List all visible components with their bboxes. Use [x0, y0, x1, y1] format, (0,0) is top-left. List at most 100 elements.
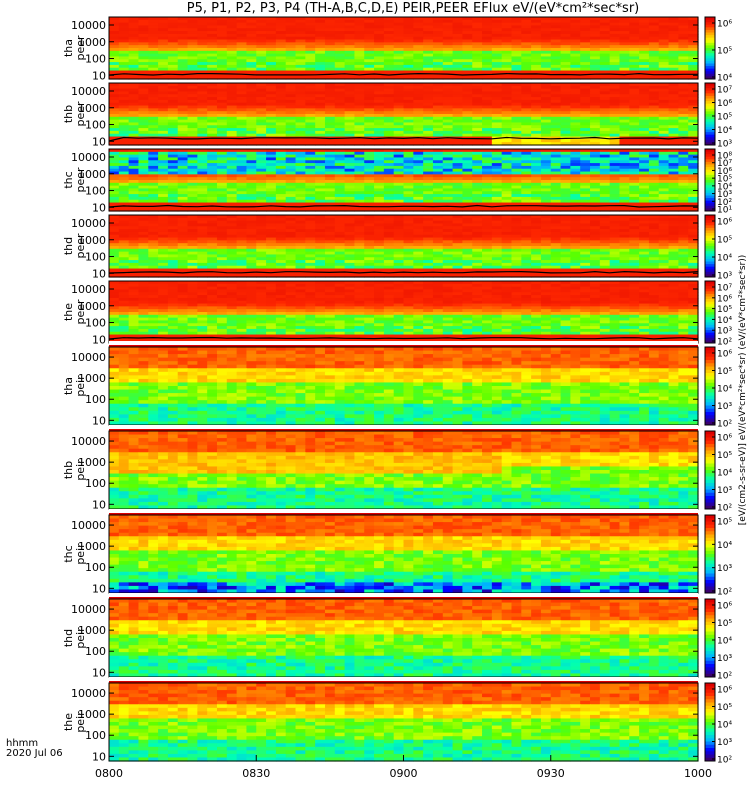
panel-probe-label: thb [62, 105, 75, 123]
panel-species-label: peer [74, 35, 87, 61]
x-tick-label: 0830 [242, 767, 270, 780]
colorbar-frame [704, 82, 716, 146]
panel-probe-label: the [62, 713, 75, 731]
colorbar-frame [704, 598, 716, 678]
y-tick-label: 10 [92, 750, 106, 763]
colorbar-tick-label: 10³ [717, 564, 732, 574]
y-tick-label: 1000 [78, 168, 106, 181]
y-tick-label: 10000 [71, 687, 106, 700]
colorbar-tick-label: 10⁵ [717, 175, 732, 185]
colorbar-tick-label: 10⁷ [717, 159, 732, 169]
colorbar-tick-label: 10⁴ [717, 182, 732, 192]
colorbar-tick-label: 10⁵ [717, 305, 732, 315]
panel-frame [108, 214, 699, 278]
colorbar-tick-label: 10⁶ [717, 434, 732, 444]
panel-species-label: peer [74, 101, 87, 127]
y-tick-label: 10 [92, 582, 106, 595]
panel-probe-label: the [62, 303, 75, 321]
panel-species-label: peir [74, 711, 87, 733]
spectrogram-cells [109, 281, 699, 344]
colorbar: 10⁴ 10⁵ 10⁶ [704, 16, 732, 84]
spacecraft-potential-line [108, 136, 699, 142]
panel-tha-peer: 10 100 1000 10000 tha peer 10⁴ 10⁵ 10⁶ [62, 16, 732, 84]
colorbar: 10² 10³ 10⁴ 10⁵ 10⁶ [704, 430, 732, 514]
peir-limit-line [109, 429, 698, 431]
colorbar: 10² 10³ 10⁴ 10⁵ 10⁶ [704, 598, 732, 682]
spectrogram-cells [109, 431, 699, 510]
colorbar: 10² 10³ 10⁴ 10⁵ [704, 514, 732, 598]
panel-probe-label: thc [62, 545, 75, 562]
spectrogram-cells [109, 515, 699, 594]
panel-frame [108, 16, 699, 80]
peir-gap-band [109, 677, 698, 682]
colorbar-tick-label: 10⁶ [717, 294, 732, 304]
y-tick-label: 100 [85, 119, 106, 132]
peir-gap-band [109, 509, 698, 514]
colorbar-frame [704, 682, 716, 762]
panel-species-label: peir [74, 459, 87, 481]
colorbar-tick-label: 10⁴ [717, 541, 732, 551]
y-tick-label: 100 [85, 645, 106, 658]
peir-limit-line [109, 597, 698, 599]
colorbar-tick-label: 10⁴ [717, 254, 732, 264]
colorbar-tick-label: 10⁵ [717, 113, 732, 123]
peir-limit-line [109, 345, 698, 347]
panel-thd-peer: 10 100 1000 10000 thd peer 10³ 10⁴ 10⁵ 10⁶ [62, 214, 732, 282]
y-tick-label: 10000 [71, 435, 106, 448]
colorbar-tick-label: 10⁶ [717, 218, 732, 228]
y-tick-label: 1000 [78, 456, 106, 469]
colorbar-tick-label: 10⁶ [717, 602, 732, 612]
spectrogram-cells [109, 149, 699, 212]
y-tick-label: 100 [85, 729, 106, 742]
spectrogram-cells [109, 347, 699, 426]
y-tick-label: 10 [92, 201, 106, 214]
spectrogram-cells [109, 599, 699, 678]
colorbar: 10³ 10⁴ 10⁵ 10⁶ 10⁷ [704, 82, 732, 150]
panel-probe-label: thd [62, 237, 75, 255]
panel-the-peir: 10 100 1000 10000 the peir 10² 10³ 10⁴ 10⁵ 10⁶ [62, 677, 732, 766]
figure-title: P5, P1, P2, P3, P4 (TH-A,B,C,D,E) PEIR,P… [186, 1, 640, 16]
spacecraft-potential-line [108, 336, 699, 340]
y-tick-label: 10 [92, 498, 106, 511]
colorbar-tick-label: 10⁶ [717, 20, 732, 30]
peir-limit-line [109, 681, 698, 683]
panel-probe-label: thc [62, 171, 75, 188]
colorbar-tick-label: 10³ [717, 402, 732, 412]
panel-thb-peir: 10 100 1000 10000 thb peir 10² 10³ 10⁴ 10⁵ 10⁶ [62, 425, 732, 514]
spacecraft-potential-line [108, 270, 699, 274]
colorbar-tick-label: 10² [717, 198, 732, 208]
colorbar-frame [704, 346, 716, 426]
colorbar: 10³ 10⁴ 10⁵ 10⁶ [704, 214, 732, 282]
colorbar-tick-label: 10⁵ [717, 236, 732, 246]
y-tick-label: 1000 [78, 372, 106, 385]
x-tick-label: 0900 [390, 767, 418, 780]
colorbar-tick-label: 10⁴ [717, 126, 732, 136]
colorbar-tick-label: 10⁴ [717, 637, 732, 647]
colorbar-tick-label: 10⁷ [717, 284, 732, 294]
y-tick-label: 10000 [71, 283, 106, 296]
colorbar-tick-label: 10² [717, 504, 732, 514]
colorbar-tick-label: 10⁵ [717, 518, 732, 528]
x-tick-label: 1000 [684, 767, 712, 780]
y-tick-label: 10000 [71, 151, 106, 164]
colorbar-tick-label: 10⁶ [717, 350, 732, 360]
panel-species-label: peer [74, 167, 87, 193]
colorbar-tick-label: 10⁴ [717, 721, 732, 731]
y-tick-label: 10 [92, 333, 106, 346]
x-tick-label: 0800 [95, 767, 123, 780]
colorbar-tick-label: 10³ [717, 327, 732, 337]
y-tick-label: 10000 [71, 85, 106, 98]
colorbar-tick-label: 10⁵ [717, 367, 732, 377]
colorbar-tick-label: 10⁶ [717, 686, 732, 696]
y-tick-label: 10000 [71, 19, 106, 32]
spectrogram-cells [109, 215, 699, 278]
y-tick-label: 10000 [71, 217, 106, 230]
colorbar-tick-label: 10² [717, 588, 732, 598]
y-tick-label: 100 [85, 393, 106, 406]
peir-limit-line [109, 513, 698, 515]
y-tick-label: 100 [85, 477, 106, 490]
